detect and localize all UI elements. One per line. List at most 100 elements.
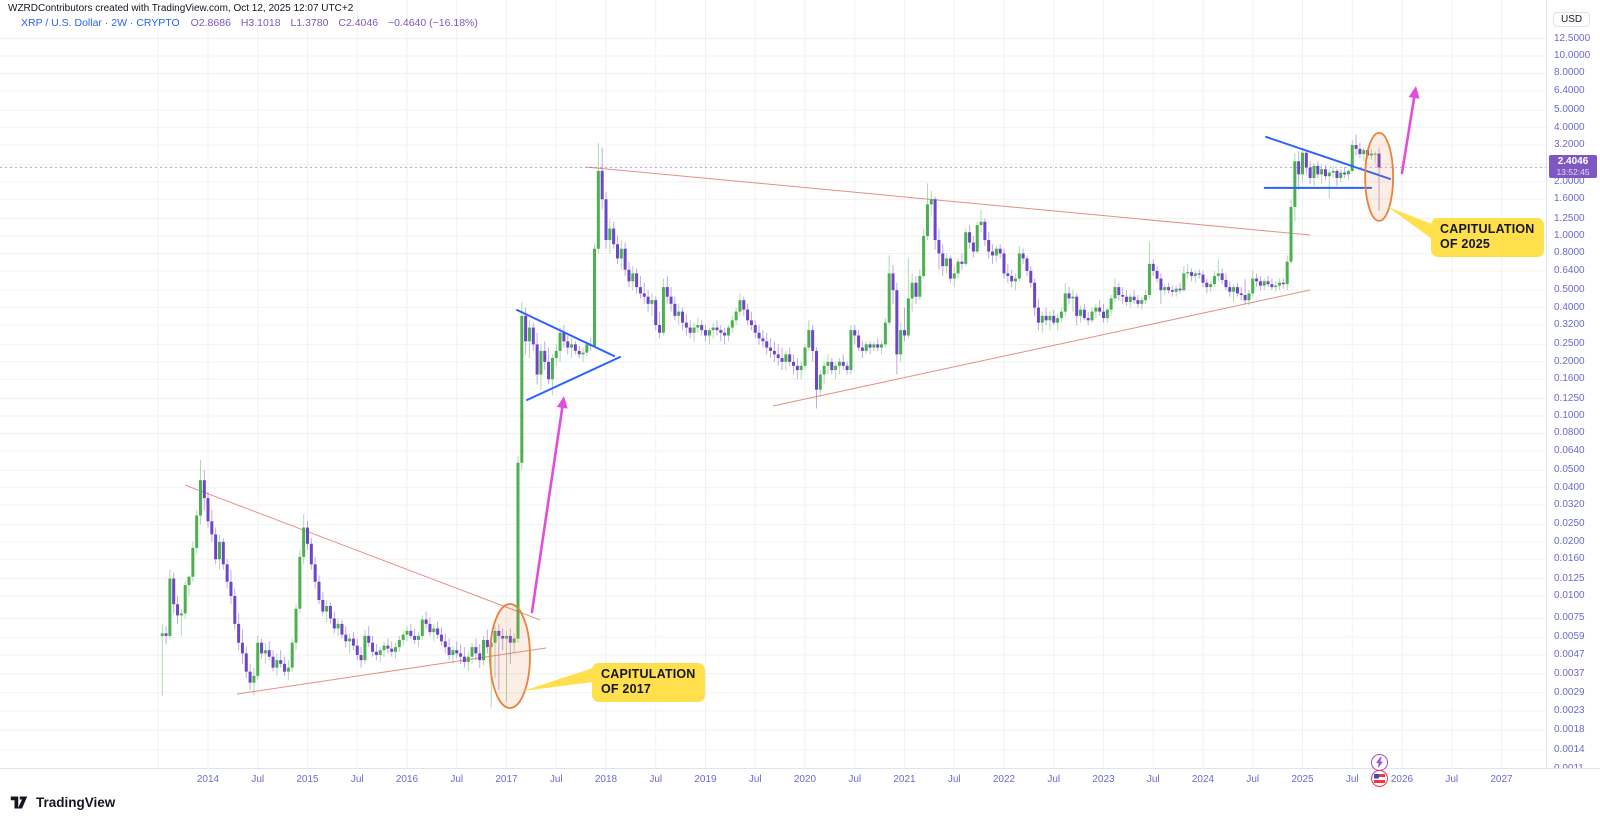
candle-down[interactable] [769,347,773,351]
candle-up[interactable] [581,352,585,355]
price-axis[interactable]: USD 12.5000 10.0000 8.0000 6.4000 5.0000 4.00… [1546,0,1600,774]
candle-up[interactable] [451,650,455,656]
candle-down[interactable] [1033,282,1037,308]
candle-up[interactable] [922,236,926,276]
candle-down[interactable] [1343,172,1347,175]
candle-down[interactable] [761,338,765,342]
candle-down[interactable] [1132,296,1136,301]
candle-down[interactable] [635,273,639,288]
candle-down[interactable] [841,361,845,366]
candle-up[interactable] [1182,273,1186,291]
candle-down[interactable] [1224,279,1228,288]
candle-up[interactable] [784,354,788,362]
candle-up[interactable] [1163,287,1167,291]
crypto-event-icon[interactable] [1371,754,1388,771]
candle-down[interactable] [998,248,1002,254]
candle-down[interactable] [237,623,241,643]
candle-down[interactable] [1228,287,1232,292]
candle-up[interactable] [1350,145,1354,171]
candle-up[interactable] [1320,169,1324,175]
candle-down[interactable] [474,647,478,654]
candle-down[interactable] [248,671,252,683]
candle-down[interactable] [1255,278,1259,282]
candle-up[interactable] [711,327,715,331]
candle-down[interactable] [1044,315,1048,321]
candle-up[interactable] [405,630,409,635]
candle-up[interactable] [1327,172,1331,177]
candle-up[interactable] [470,647,474,657]
candle-down[interactable] [857,335,861,348]
candle-down[interactable] [1205,282,1209,288]
candle-down[interactable] [895,290,899,355]
pointer-2017[interactable] [523,668,593,691]
candle-down[interactable] [1086,318,1090,321]
candle-down[interactable] [891,273,895,291]
candle-down[interactable] [1006,273,1010,276]
candle-up[interactable] [979,221,983,226]
candle-down[interactable] [604,199,608,241]
candle-up[interactable] [1144,295,1148,301]
candle-up[interactable] [217,541,221,560]
candle-up[interactable] [585,344,589,353]
candle-up[interactable] [608,228,612,241]
candle-down[interactable] [202,480,206,499]
candle-down[interactable] [830,361,834,371]
capitulation-2025-ellipse[interactable] [1364,131,1395,222]
candle-up[interactable] [1079,309,1083,316]
candle-down[interactable] [1220,273,1224,280]
candle-up[interactable] [799,365,803,371]
capitulation-2017-ellipse[interactable] [489,603,531,709]
candle-down[interactable] [1235,287,1239,294]
candle-down[interactable] [531,327,535,345]
candle-up[interactable] [363,635,367,661]
candle-up[interactable] [945,258,949,267]
candle-up[interactable] [1147,263,1151,296]
candle-up[interactable] [286,667,290,672]
candle-down[interactable] [933,199,937,241]
candle-down[interactable] [210,521,214,535]
candle-down[interactable] [409,630,413,636]
candle-up[interactable] [298,556,302,609]
candle-down[interactable] [1021,253,1025,259]
candle-down[interactable] [340,623,344,635]
candle-down[interactable] [359,655,363,661]
candle-down[interactable] [780,358,784,362]
candle-down[interactable] [1201,274,1205,283]
candle-up[interactable] [1274,285,1278,288]
candle-down[interactable] [627,269,631,282]
candle-up[interactable] [191,547,195,577]
candle-up[interactable] [1109,298,1113,310]
candle-up[interactable] [1293,161,1297,207]
candle-down[interactable] [260,642,264,654]
candle-down[interactable] [1323,169,1327,177]
candle-down[interactable] [681,311,685,323]
candle-up[interactable] [1174,288,1178,292]
candle-down[interactable] [688,327,692,333]
candle-down[interactable] [1117,287,1121,296]
candle-down[interactable] [439,634,443,642]
pointer-2025[interactable] [1388,207,1432,239]
candle-down[interactable] [1308,167,1312,179]
candle-up[interactable] [401,634,405,640]
candle-down[interactable] [1377,153,1381,168]
candle-down[interactable] [244,653,248,672]
candle-down[interactable] [233,596,237,624]
candle-down[interactable] [700,325,704,331]
candle-down[interactable] [623,248,627,270]
candle-up[interactable] [1251,278,1255,294]
candle-up[interactable] [1193,273,1197,276]
candle-up[interactable] [570,344,574,348]
candle-down[interactable] [723,332,727,336]
triangle-2018-2025-lower[interactable] [772,289,1311,407]
candle-up[interactable] [1301,152,1304,175]
candle-up[interactable] [432,628,436,633]
candle-up[interactable] [906,298,910,336]
candle-up[interactable] [183,585,187,614]
candle-down[interactable] [508,635,512,643]
candle-up[interactable] [1278,282,1282,286]
candle-up[interactable] [738,300,742,312]
pennant-2017-lower[interactable] [525,356,622,402]
candle-up[interactable] [883,322,887,345]
candle-up[interactable] [730,320,734,328]
candle-up[interactable] [550,358,554,380]
